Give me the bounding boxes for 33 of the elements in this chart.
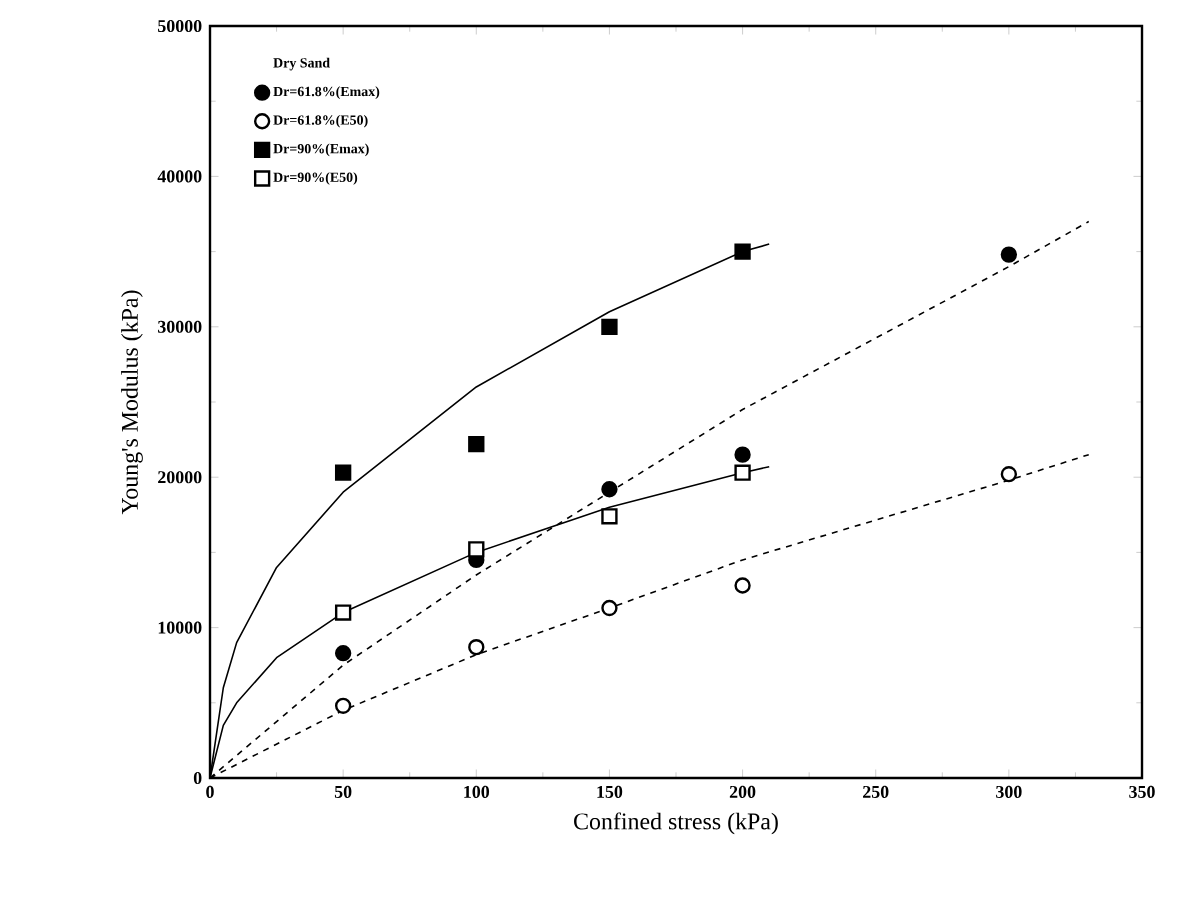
- x-tick-label: 300: [996, 785, 1022, 798]
- point: [601, 508, 618, 525]
- point: [734, 446, 751, 463]
- point: [601, 599, 618, 617]
- y-tick-label: 10000: [158, 621, 202, 634]
- x-axis-title: Confined stress (kPa): [574, 812, 778, 835]
- point: [334, 697, 352, 714]
- y-axis-title: Young's Modulus (kPa): [121, 290, 143, 515]
- y-tick-label: 50000: [158, 19, 202, 33]
- y-tick-label: 40000: [157, 170, 202, 183]
- point: [601, 318, 618, 335]
- point: [734, 243, 751, 260]
- x-tick-label: 0: [206, 785, 214, 798]
- y-tick-label: 20000: [158, 471, 202, 484]
- point: [334, 464, 352, 481]
- point: [334, 645, 352, 662]
- point: [468, 435, 485, 453]
- point: [734, 464, 751, 481]
- point: [734, 577, 751, 594]
- y-tick-label: 30000: [158, 320, 202, 333]
- point: [601, 481, 618, 498]
- point: [468, 638, 485, 656]
- x-tick-label: 250: [863, 785, 889, 798]
- y-tick-label: 0: [193, 771, 202, 785]
- x-tick-label: 50: [334, 785, 352, 798]
- x-tick-label: 100: [464, 785, 490, 798]
- point: [1000, 466, 1018, 483]
- x-tick-label: 150: [597, 785, 623, 798]
- x-tick-label: 350: [1129, 785, 1155, 798]
- point: [1000, 246, 1018, 263]
- point: [468, 541, 485, 558]
- x-tick-label: 200: [729, 785, 756, 798]
- point: [334, 604, 352, 621]
